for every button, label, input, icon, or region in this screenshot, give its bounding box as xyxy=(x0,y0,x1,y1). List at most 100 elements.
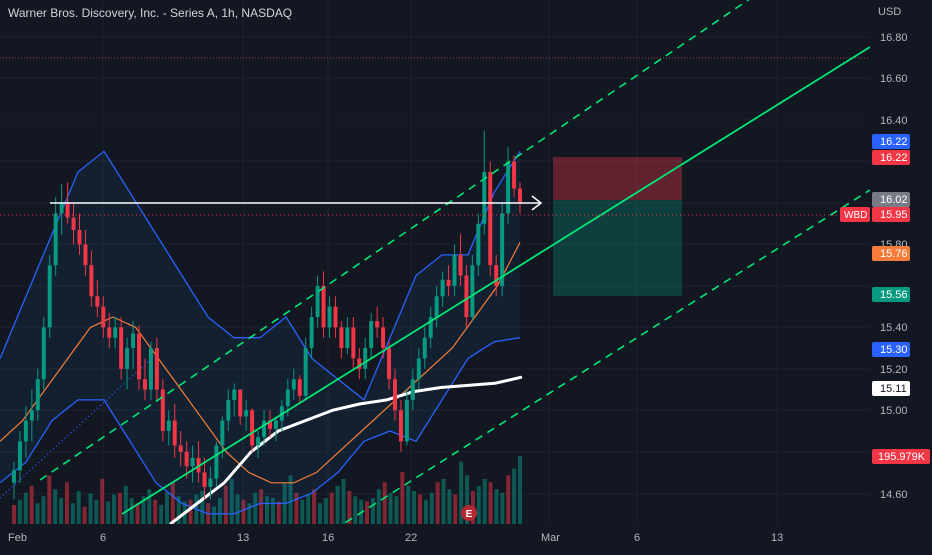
volume-bar xyxy=(53,489,58,524)
volume-bar xyxy=(435,482,440,524)
take-profit-zone[interactable] xyxy=(553,200,682,296)
candle-body xyxy=(410,379,415,400)
volume-bar xyxy=(241,499,246,524)
volume-bar xyxy=(323,497,328,524)
price-tick: 16.80 xyxy=(880,32,908,44)
time-label: Feb xyxy=(8,532,27,544)
upper-band-label: 16.22 xyxy=(880,136,908,148)
candle-body xyxy=(113,327,118,338)
channel-upper-line[interactable] xyxy=(39,0,760,481)
candle-body xyxy=(17,441,22,471)
volume-bar xyxy=(512,468,517,524)
arrow-head-icon xyxy=(531,195,543,211)
candle-body xyxy=(333,306,338,328)
candle-body xyxy=(202,472,207,487)
volume-bar xyxy=(400,471,405,524)
volume-bar xyxy=(135,503,140,524)
stop-loss-zone[interactable] xyxy=(553,157,682,200)
volume-bar xyxy=(341,478,346,524)
volume-bar xyxy=(423,499,428,524)
time-label: 16 xyxy=(322,532,334,544)
volume-bar xyxy=(94,499,99,524)
candle-body xyxy=(35,379,40,411)
candle-body xyxy=(208,478,213,487)
volume-bars xyxy=(12,456,522,524)
volume-bar xyxy=(312,489,317,524)
symbol-label-bg xyxy=(840,207,870,222)
candle-body xyxy=(154,348,159,390)
volume-bar xyxy=(441,478,446,524)
time-label: 13 xyxy=(237,532,249,544)
earnings-marker-icon[interactable]: E xyxy=(461,505,477,521)
bollinger-band-fill xyxy=(0,151,520,514)
stop-level-label-bg xyxy=(872,150,910,165)
svg-text:E: E xyxy=(466,509,473,520)
sma-label-bg xyxy=(872,381,910,396)
volume-bar xyxy=(347,491,352,524)
volume-bar xyxy=(306,494,311,524)
volume-bar xyxy=(217,497,222,524)
time-label: Mar xyxy=(541,532,560,544)
volume-bar xyxy=(200,491,205,524)
candle-body xyxy=(29,410,34,421)
price-axis-ticks: 16.80 16.60 16.40 15.80 15.40 15.20 15.0… xyxy=(880,32,908,501)
candle-body xyxy=(142,379,147,390)
candle-body xyxy=(363,348,368,369)
candle-body xyxy=(387,348,392,380)
candle-body xyxy=(160,389,165,431)
lower-band-label-bg xyxy=(872,342,910,357)
candle-body xyxy=(119,327,124,369)
volume-bar xyxy=(212,506,217,524)
candle-body xyxy=(500,213,505,286)
candle-body xyxy=(47,265,52,328)
candle-body xyxy=(470,265,475,318)
candle-body xyxy=(77,229,82,245)
ema-line xyxy=(0,242,521,484)
candle-body xyxy=(41,327,46,380)
volume-bar xyxy=(141,496,146,524)
volume-bar xyxy=(417,494,422,524)
price-tick: 16.60 xyxy=(880,73,908,85)
candle-body xyxy=(369,321,374,349)
candle-body xyxy=(291,379,296,390)
volume-bar xyxy=(170,482,175,524)
volume-bar xyxy=(317,503,322,524)
candle-body xyxy=(184,451,189,467)
candle-body xyxy=(226,399,231,421)
last-price-label-bg xyxy=(872,207,910,222)
candle-body xyxy=(297,379,302,396)
candle-body xyxy=(166,420,171,431)
candle-body xyxy=(95,296,100,307)
volume-bar xyxy=(188,499,193,524)
candle-body xyxy=(267,420,272,429)
volume-bar xyxy=(229,478,234,524)
volume-bar xyxy=(117,492,122,524)
candle-body xyxy=(125,348,130,369)
volume-bar xyxy=(412,491,417,524)
volume-bar xyxy=(17,499,22,524)
price-tick: 15.40 xyxy=(880,322,908,334)
lower-band-label: 15.30 xyxy=(880,344,908,356)
candle-body xyxy=(518,188,522,204)
candle-body xyxy=(434,296,439,318)
candle-body xyxy=(482,171,487,224)
volume-bar xyxy=(159,504,164,524)
volume-bar xyxy=(35,503,40,524)
candle-body xyxy=(285,389,290,407)
volume-bar xyxy=(265,496,269,524)
channel-lower-line[interactable] xyxy=(309,189,871,546)
candle-body xyxy=(452,254,457,286)
candle-body xyxy=(309,317,314,349)
channel-middle-line[interactable] xyxy=(121,46,871,515)
volume-bar xyxy=(253,492,258,524)
volume-bar xyxy=(64,482,69,524)
volume-bar xyxy=(23,492,28,524)
volume-bar xyxy=(300,499,305,524)
time-axis-panel[interactable] xyxy=(0,524,870,550)
volume-bar xyxy=(129,497,134,524)
candle-body xyxy=(398,410,403,442)
currency-label: USD xyxy=(878,6,902,18)
volume-bar xyxy=(382,482,387,524)
time-label: 6 xyxy=(100,532,106,544)
